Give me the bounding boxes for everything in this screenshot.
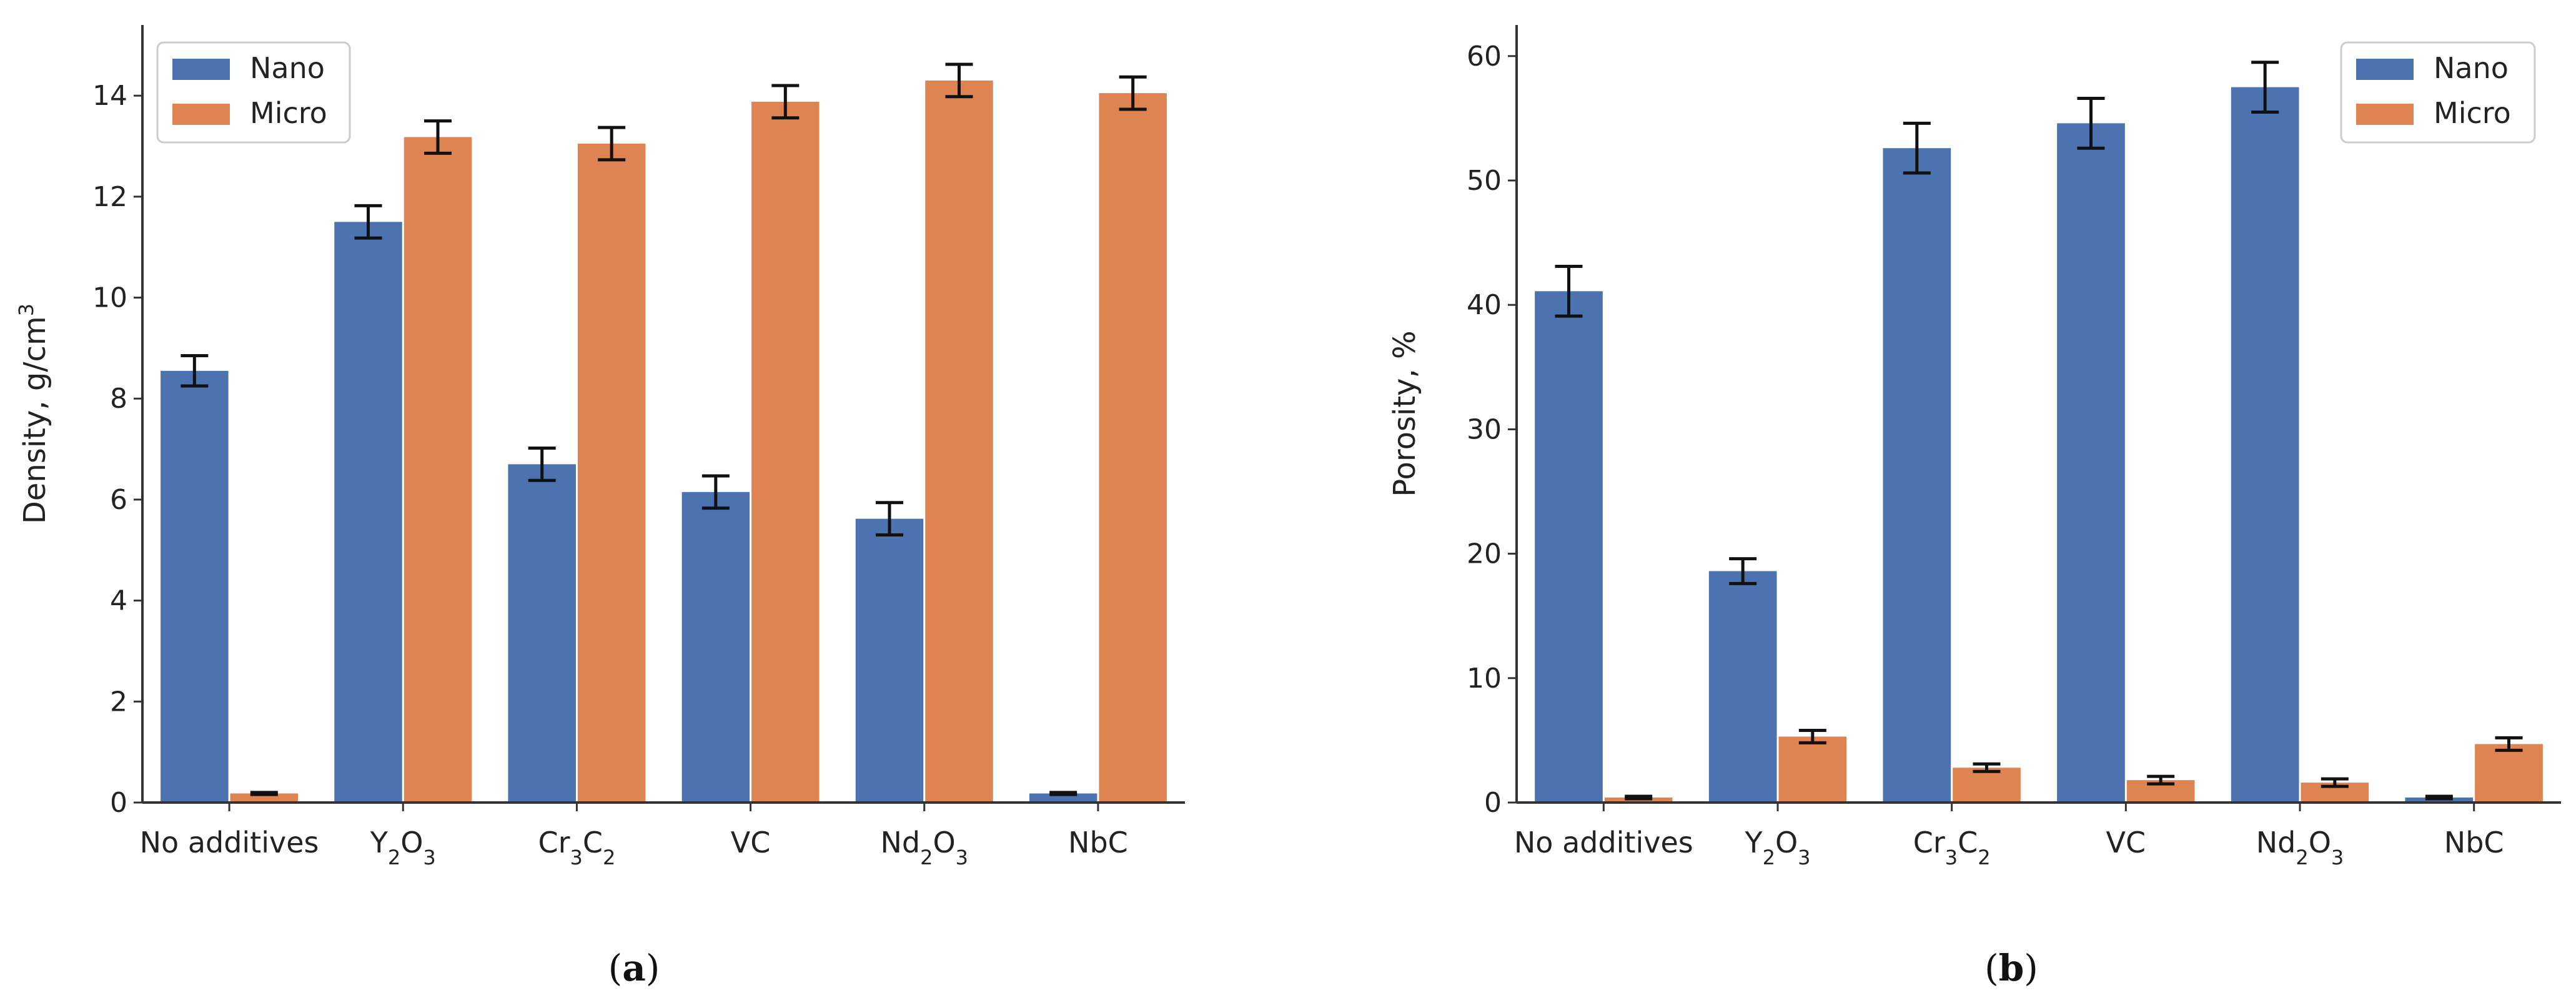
bar-nano-3	[681, 492, 750, 803]
legend-swatch-micro	[2356, 104, 2414, 125]
errorbar-nano-4	[876, 501, 904, 537]
x-tick-label: VC	[731, 826, 771, 859]
x-tick-label: No additives	[140, 826, 319, 859]
panel-label: (b)	[1984, 947, 2038, 989]
legend-swatch-micro	[172, 104, 230, 125]
legend-label-nano: Nano	[2434, 51, 2509, 85]
y-tick-label: 30	[1467, 413, 1502, 445]
errorbar-micro-3	[2147, 774, 2175, 786]
panel-label: (a)	[608, 947, 660, 989]
bar-micro-3	[751, 101, 820, 803]
errorbar-nano-2	[528, 446, 556, 482]
bar-micro-1	[1778, 736, 1847, 803]
y-tick-label: 40	[1467, 289, 1502, 321]
legend-swatch-nano	[172, 59, 230, 80]
bar-micro-0	[230, 793, 299, 803]
bar-nano-2	[1883, 148, 1951, 803]
chart-a: 0 2 4 6 8 10 12 14 No additives Y2O3 Cr3C2 VC Nd2O3 N…	[14, 25, 1185, 989]
legend: Nano Micro	[2340, 41, 2536, 144]
legend-label-micro: Micro	[2434, 96, 2511, 130]
x-tick-label: Cr3C2	[538, 826, 615, 869]
y-tick-label: 4	[110, 585, 127, 617]
errorbar-nano-3	[2077, 97, 2105, 150]
legend: Nano Micro	[156, 41, 351, 144]
y-tick-label: 6	[110, 484, 127, 516]
y-tick-label: 10	[1467, 663, 1502, 694]
legend-swatch-nano	[2356, 59, 2414, 80]
bar-nano-5	[1029, 793, 1097, 803]
x-tick-label: Y2O3	[1744, 826, 1810, 869]
bar-nano-1	[334, 222, 402, 803]
legend-label-nano: Nano	[250, 51, 325, 85]
errorbar-micro-0	[1625, 794, 1653, 801]
x-tick-label: NbC	[1068, 826, 1128, 859]
x-tick-label: Y2O3	[370, 826, 436, 869]
errorbar-micro-5	[1119, 75, 1147, 111]
y-tick-label: 12	[92, 181, 127, 213]
chart-b: 0 10 20 30 40 50 60 No additives Y2O3 Cr3C2 VC Nd2O…	[1387, 25, 2561, 989]
y-tick-label: 10	[92, 282, 127, 314]
y-axis-label: Porosity, %	[1387, 330, 1422, 497]
bar-nano-4	[855, 518, 924, 803]
errorbar-nano-3	[701, 474, 730, 510]
bar-nano-2	[508, 464, 576, 803]
bar-nano-0	[161, 370, 229, 803]
x-tick-label: NbC	[2444, 826, 2504, 859]
bar-nano-1	[1708, 571, 1777, 803]
y-tick-label: 0	[1484, 787, 1502, 819]
bar-nano-3	[2057, 123, 2125, 803]
errorbar-micro-3	[771, 84, 800, 120]
y-axis-label: Density, g/cm3	[14, 304, 52, 524]
bar-micro-5	[1099, 93, 1167, 803]
y-tick-label: 2	[110, 686, 127, 718]
errorbar-nano-0	[1555, 264, 1583, 318]
bar-micro-4	[925, 80, 993, 803]
errorbar-nano-0	[181, 354, 209, 388]
errorbar-micro-0	[250, 791, 278, 796]
errorbar-nano-4	[2251, 61, 2279, 114]
y-tick-label: 60	[1467, 41, 1502, 72]
bar-micro-2	[1953, 768, 2021, 803]
errorbar-micro-1	[1798, 728, 1826, 744]
errorbar-micro-4	[2321, 777, 2349, 788]
errorbar-micro-2	[1973, 762, 2001, 773]
bar-nano-4	[2231, 87, 2299, 803]
y-tick-label: 50	[1467, 165, 1502, 197]
errorbar-nano-1	[354, 204, 382, 240]
errorbar-nano-5	[1049, 791, 1077, 796]
y-tick-label: 0	[110, 787, 127, 819]
y-tick-label: 14	[92, 80, 127, 112]
errorbar-nano-5	[2425, 794, 2453, 801]
legend-label-micro: Micro	[250, 96, 327, 130]
y-tick-label: 20	[1467, 538, 1502, 570]
x-tick-label: Nd2O3	[880, 826, 968, 869]
errorbar-micro-4	[945, 62, 973, 99]
x-tick-label: Cr3C2	[1913, 826, 1991, 869]
x-tick-label: VC	[2106, 826, 2146, 859]
errorbar-micro-2	[598, 126, 626, 162]
errorbar-micro-5	[2495, 736, 2523, 752]
errorbar-nano-1	[1729, 557, 1757, 585]
bar-micro-5	[2475, 744, 2543, 803]
x-tick-label: No additives	[1514, 826, 1693, 859]
errorbar-nano-2	[1903, 121, 1931, 175]
x-tick-label: Nd2O3	[2256, 826, 2344, 869]
bar-micro-1	[404, 137, 472, 803]
errorbar-micro-1	[424, 119, 452, 155]
bar-nano-0	[1535, 291, 1603, 803]
y-tick-label: 8	[110, 383, 127, 415]
bar-micro-2	[577, 143, 646, 803]
